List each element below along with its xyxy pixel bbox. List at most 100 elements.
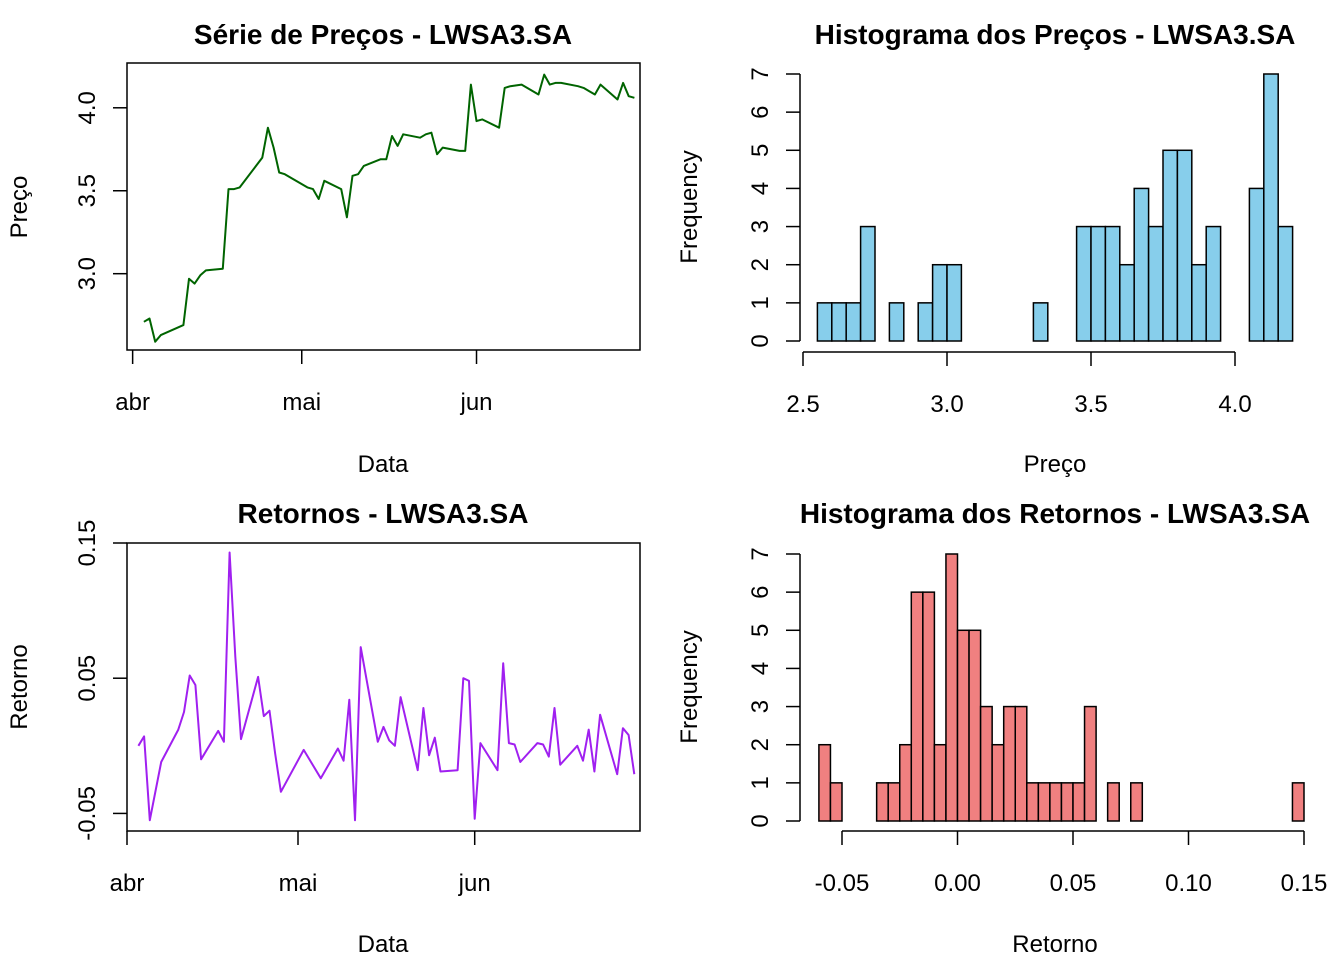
returns-histogram-x-tick-label: 0.15 <box>1281 870 1328 897</box>
price-histogram-ylabel: Frequency <box>676 150 703 263</box>
returns-histogram-y-tick-label: 4 <box>747 662 774 675</box>
price-histogram-bar <box>1147 225 1164 342</box>
returns-histogram-bar <box>1026 782 1040 822</box>
returns-histogram-bar <box>991 743 1005 822</box>
price-histogram-bar <box>1075 225 1092 342</box>
returns-histogram-y-tick-label: 6 <box>747 585 774 598</box>
returns-series-x-tick-label: mai <box>279 870 318 897</box>
returns-histogram-bar <box>1291 782 1305 822</box>
price-series-y-tick-label: 3.0 <box>74 257 101 290</box>
returns-histogram-x-tick-label: 0.00 <box>934 870 981 897</box>
returns-histogram-x-tick-label: 0.05 <box>1050 870 1097 897</box>
returns-histogram-ylabel: Frequency <box>676 630 703 743</box>
returns-histogram-y-tick-label: 5 <box>747 624 774 637</box>
returns-histogram-y-tick-label: 0 <box>747 814 774 827</box>
returns-histogram-xlabel: Retorno <box>1012 931 1097 958</box>
returns-histogram-marks <box>818 553 1305 822</box>
price-histogram-bar <box>1119 263 1135 342</box>
price-histogram-x-tick-label: 3.0 <box>930 391 963 418</box>
returns-series-y-tick-label: 0.15 <box>74 520 101 567</box>
returns-histogram-bar <box>1002 705 1017 822</box>
price-histogram-y-tick-label: 0 <box>747 334 774 347</box>
price-histogram-bar <box>1263 73 1279 342</box>
price-histogram-x-tick-label: 3.5 <box>1074 391 1107 418</box>
price-histogram-bar <box>1104 225 1121 342</box>
returns-series-line <box>137 551 636 822</box>
price-series-axes: abr mai jun 3.0 3.5 4.0 <box>74 91 493 416</box>
price-histogram-bar <box>1176 149 1193 342</box>
returns-series-y-tick-label: -0.05 <box>74 786 101 841</box>
price-series-title: Série de Preços - LWSA3.SA <box>194 19 572 50</box>
price-histogram-bar <box>845 302 862 342</box>
price-series-ylabel: Preço <box>6 176 33 239</box>
returns-histogram-bar <box>1106 782 1120 822</box>
returns-histogram-y-tick-label: 3 <box>747 700 774 713</box>
price-series-y-tick-label: 4.0 <box>74 91 101 124</box>
price-histogram-y-tick-label: 3 <box>747 220 774 233</box>
price-histogram-bar <box>1133 187 1150 342</box>
returns-series-xlabel: Data <box>358 931 409 958</box>
price-histogram-bar <box>859 225 876 342</box>
price-histogram-marks <box>816 73 1294 342</box>
returns-histogram-bar <box>1072 782 1086 822</box>
price-series-line <box>143 73 635 343</box>
price-histogram-y-tick-label: 1 <box>747 296 774 309</box>
returns-series-title: Retornos - LWSA3.SA <box>238 498 529 529</box>
returns-histogram-bar <box>933 743 947 822</box>
returns-series-ylabel: Retorno <box>6 644 33 729</box>
returns-histogram-title: Histograma dos Retornos - LWSA3.SA <box>800 498 1310 529</box>
returns-histogram-bar <box>829 782 843 822</box>
returns-histogram-bar <box>1014 705 1028 822</box>
returns-histogram-bar <box>968 629 982 822</box>
price-histogram-y-tick-label: 2 <box>747 258 774 271</box>
returns-series-panel: Retornos - LWSA3.SA Data Retorno abr mai j… <box>6 498 641 958</box>
price-histogram-bar <box>1191 263 1207 342</box>
price-series-marks <box>143 73 635 343</box>
price-histogram-bar <box>1162 149 1179 342</box>
returns-histogram-bar <box>910 591 924 822</box>
price-histogram-bar <box>917 302 934 342</box>
returns-histogram-bar <box>922 591 936 822</box>
returns-histogram-bar <box>1060 782 1074 822</box>
price-histogram-axes: 2.5 3.0 3.5 4.0 0 1 2 3 4 5 6 7 <box>747 67 1252 418</box>
returns-histogram-bar <box>979 705 993 822</box>
price-histogram-title: Histograma dos Preços - LWSA3.SA <box>815 19 1296 50</box>
price-histogram-bar <box>931 263 948 342</box>
price-histogram-x-tick-label: 4.0 <box>1218 391 1251 418</box>
price-series-xlabel: Data <box>358 451 409 478</box>
price-series-panel: Série de Preços - LWSA3.SA Data Preço ab… <box>6 19 641 478</box>
price-series-x-tick-label: mai <box>282 389 321 416</box>
returns-series-x-tick-label: jun <box>458 870 491 897</box>
price-histogram-bar <box>946 263 963 342</box>
returns-histogram-bar <box>875 782 889 822</box>
price-series-plot-box <box>126 62 641 351</box>
returns-histogram-bar <box>945 553 959 822</box>
price-histogram-y-tick-label: 4 <box>747 182 774 195</box>
price-histogram-bar <box>1248 187 1265 342</box>
price-histogram-bar <box>816 302 833 342</box>
price-histogram-bar <box>1090 225 1107 342</box>
returns-series-y-tick-label: 0.05 <box>74 655 101 702</box>
returns-series-marks <box>137 551 636 822</box>
returns-histogram-y-tick-label: 7 <box>747 547 774 560</box>
price-histogram-bar <box>1032 302 1049 342</box>
returns-histogram-x-tick-label: 0.10 <box>1165 870 1212 897</box>
returns-series-axes: abr mai jun -0.05 0.05 0.15 <box>74 520 491 897</box>
returns-histogram-y-tick-label: 1 <box>747 776 774 789</box>
returns-histogram-bar <box>818 743 832 822</box>
price-series-x-tick-label: jun <box>460 389 493 416</box>
returns-histogram-bar <box>1083 705 1097 822</box>
price-series-x-tick-label: abr <box>115 389 150 416</box>
returns-series-plot-box <box>126 542 641 832</box>
price-histogram-y-tick-label: 7 <box>747 67 774 80</box>
returns-histogram-panel: Histograma dos Retornos - LWSA3.SA Retor… <box>676 498 1327 958</box>
returns-histogram-bar <box>1037 782 1051 822</box>
price-histogram-bar <box>831 302 847 342</box>
returns-histogram-bar <box>956 629 970 822</box>
returns-histogram-y-tick-label: 2 <box>747 738 774 751</box>
price-histogram-bar <box>888 302 905 342</box>
returns-histogram-bar <box>899 743 913 822</box>
returns-series-x-tick-label: abr <box>110 870 145 897</box>
price-histogram-y-tick-label: 5 <box>747 144 774 157</box>
